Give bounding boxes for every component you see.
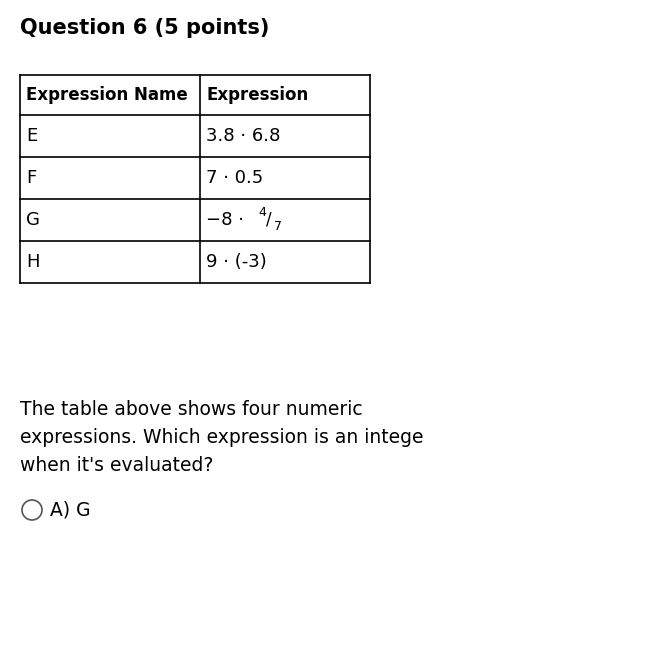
Text: expressions. Which expression is an intege: expressions. Which expression is an inte… — [20, 428, 424, 447]
Text: 7: 7 — [274, 219, 282, 233]
Text: 4: 4 — [258, 206, 266, 219]
Text: when it's evaluated?: when it's evaluated? — [20, 456, 213, 475]
Text: G: G — [26, 211, 40, 229]
Text: H: H — [26, 253, 39, 271]
Text: 3.8 · 6.8: 3.8 · 6.8 — [206, 127, 281, 145]
Text: Question 6 (5 points): Question 6 (5 points) — [20, 18, 269, 38]
Text: F: F — [26, 169, 36, 187]
Text: E: E — [26, 127, 37, 145]
Text: −8 ·: −8 · — [206, 211, 250, 229]
Text: 9 · (-3): 9 · (-3) — [206, 253, 267, 271]
Text: 7 · 0.5: 7 · 0.5 — [206, 169, 264, 187]
Text: The table above shows four numeric: The table above shows four numeric — [20, 400, 362, 419]
Text: Expression Name: Expression Name — [26, 86, 188, 104]
Text: /: / — [266, 210, 271, 228]
Text: Expression: Expression — [206, 86, 308, 104]
Text: A) G: A) G — [50, 500, 91, 519]
